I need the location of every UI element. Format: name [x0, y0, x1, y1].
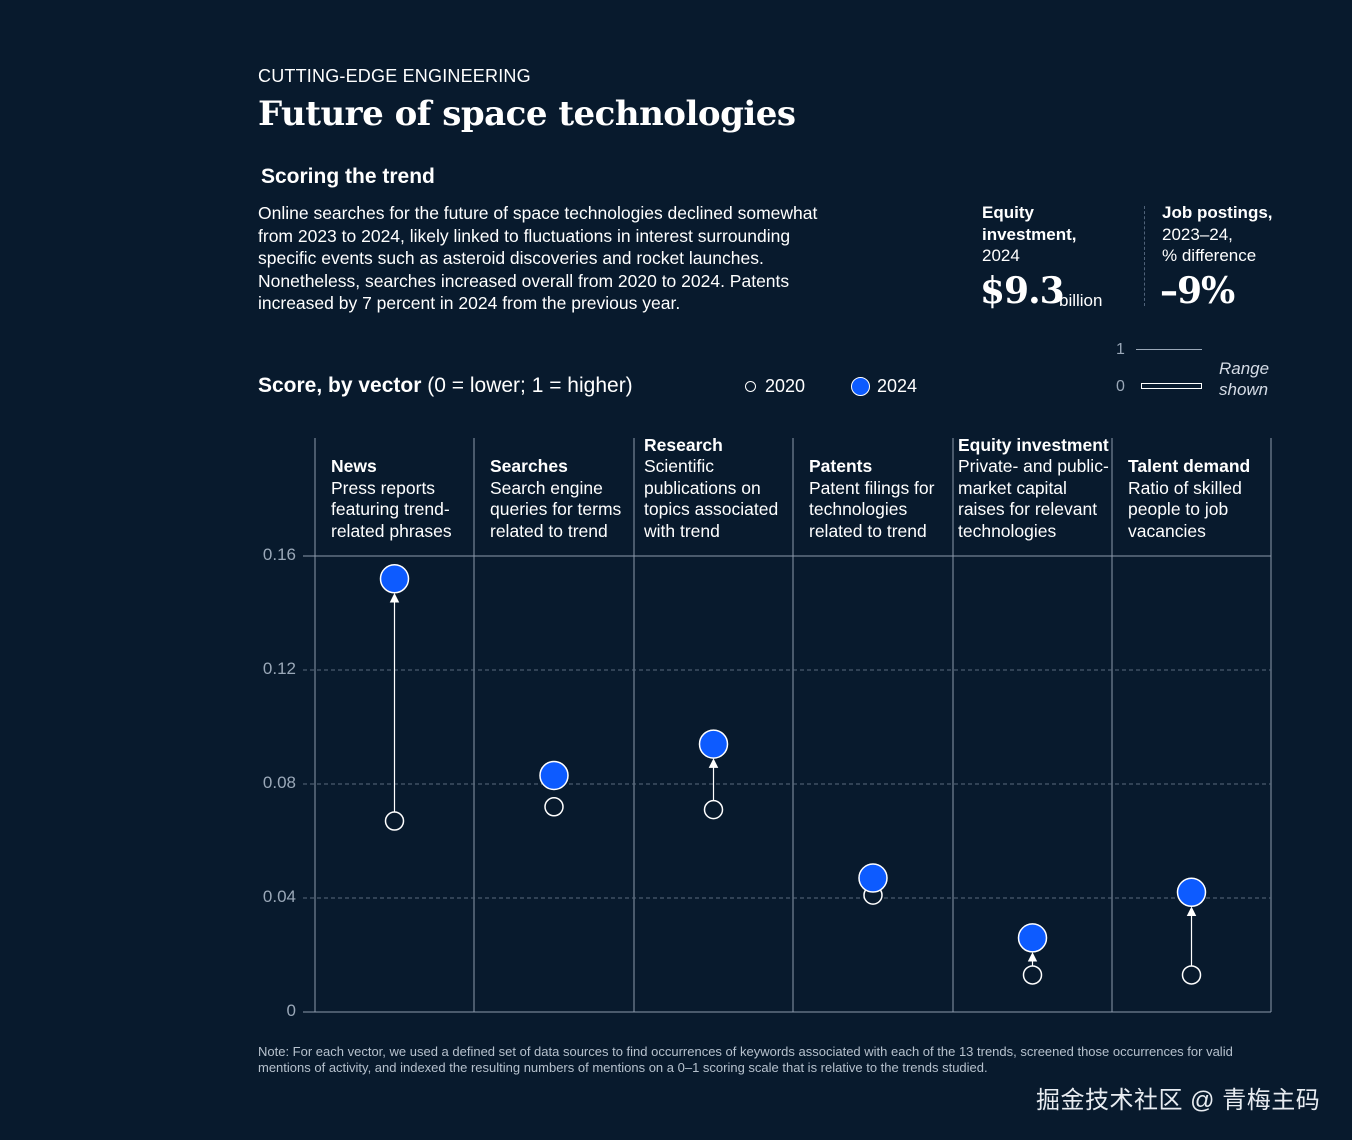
equity-value: $9.3 — [980, 270, 1065, 312]
y-tick-label: 0.12 — [262, 659, 296, 678]
jobs-label-line2: 2023–24, — [1162, 224, 1233, 244]
range-key-0: 0 — [1116, 378, 1125, 395]
column-header-desc: market capital — [958, 477, 1067, 498]
legend-2024-marker — [851, 377, 870, 396]
column-header-name: Searches — [490, 456, 568, 476]
score-label-bold: Score, by vector — [258, 374, 422, 397]
watermark: 掘金技术社区 @ 青梅主码 — [1036, 1087, 1321, 1114]
column-header-name: Research — [644, 434, 723, 455]
column-header-desc: technologies — [958, 520, 1057, 541]
point-2024 — [1017, 923, 1048, 953]
column-header-desc: related phrases — [331, 520, 452, 541]
point-2024 — [379, 564, 410, 594]
column-header-desc: raises for relevant — [958, 499, 1098, 519]
equity-unit: billion — [1059, 291, 1103, 310]
point-2024 — [1176, 877, 1207, 908]
column-header-name: Equity investment — [958, 434, 1109, 455]
stat-divider — [1144, 206, 1145, 306]
column-header-desc: Patent filings for — [809, 477, 935, 498]
point-2020 — [1181, 965, 1202, 985]
legend-2020-label: 2020 — [765, 376, 806, 396]
column-header: News Press reports featuring trend-related… — [331, 456, 486, 542]
eyebrow: CUTTING-EDGE ENGINEERING — [258, 66, 531, 86]
column-header-name: Talent demand — [1128, 456, 1251, 476]
column-header-desc: featuring trend- — [331, 499, 450, 519]
column-header-name: News — [331, 456, 377, 476]
column-header: Research Scientific publications on topics … — [644, 435, 799, 543]
column-header-desc: publications on — [644, 477, 761, 498]
jobs-label-bold: Job postings, — [1162, 203, 1273, 222]
point-2020 — [544, 797, 564, 817]
footnote: Note: For each vector, we used a defined… — [258, 1044, 1233, 1075]
range-note-line1: Range — [1219, 359, 1270, 378]
column-header-desc: with trend — [644, 520, 720, 541]
column-header-desc: vacancies — [1128, 520, 1206, 541]
range-key-box — [1141, 383, 1202, 389]
column-header-desc: Search engine — [490, 477, 603, 498]
column-header-desc: related to trend — [490, 520, 608, 541]
point-2020 — [703, 799, 724, 820]
equity-label-year: 2024 — [982, 246, 1020, 265]
point-2024 — [539, 760, 569, 791]
point-2024 — [858, 863, 888, 893]
equity-stat-label: Equity investment, 2024 — [982, 202, 1122, 267]
column-header-name: Patents — [809, 456, 873, 476]
column-header-desc: Private- and public- — [958, 456, 1109, 476]
y-tick-label: 0.08 — [262, 773, 296, 792]
y-tick-label: 0 — [286, 1001, 296, 1020]
jobs-stat-label: Job postings, 2023–24, % difference — [1162, 202, 1292, 267]
legend-2020: 2020 — [745, 376, 805, 397]
jobs-value: –9% — [1160, 270, 1235, 312]
range-key-line — [1136, 349, 1202, 350]
column-header-desc: topics associated — [644, 499, 779, 519]
column-header: Equity investment Private- and public-mar… — [958, 435, 1113, 543]
legend-2024-label: 2024 — [877, 376, 918, 396]
point-2020 — [1022, 965, 1043, 985]
column-header-desc: technologies — [809, 499, 908, 519]
point-2020 — [384, 811, 405, 831]
column-header-desc: people to job — [1128, 499, 1229, 519]
equity-label-bold-1: Equity — [982, 203, 1034, 222]
section-subhead: Scoring the trend — [261, 165, 435, 188]
column-header-desc: Press reports — [331, 477, 436, 498]
intro-paragraph: Online searches for the future of space … — [258, 203, 818, 313]
y-tick-label: 0.16 — [262, 545, 296, 564]
column-header-desc: Ratio of skilled — [1128, 477, 1242, 498]
column-header: Talent demand Ratio of skilled people to j… — [1128, 456, 1283, 542]
score-label: Score, by vector (0 = lower; 1 = higher) — [258, 374, 633, 398]
range-shown-note: Range shown — [1219, 358, 1269, 400]
column-header-desc: queries for terms — [490, 499, 622, 519]
column-header-desc: related to trend — [809, 520, 927, 541]
y-tick-label: 0.04 — [262, 887, 296, 906]
score-label-rest: (0 = lower; 1 = higher) — [421, 374, 633, 397]
range-note-line2: shown — [1219, 380, 1269, 399]
equity-label-bold-2: investment, — [982, 224, 1077, 244]
column-header: Searches Search engine queries for terms re… — [490, 456, 645, 542]
point-2024 — [698, 729, 729, 759]
page-title: Future of space technologies — [258, 94, 796, 134]
range-key-1: 1 — [1116, 341, 1125, 358]
legend-2024: 2024 — [851, 376, 917, 397]
column-header: Patents Patent filings for technologies rel… — [809, 456, 964, 542]
column-header-desc: Scientific — [644, 456, 715, 476]
legend-2020-marker — [745, 381, 756, 392]
jobs-label-line3: % difference — [1162, 246, 1257, 265]
